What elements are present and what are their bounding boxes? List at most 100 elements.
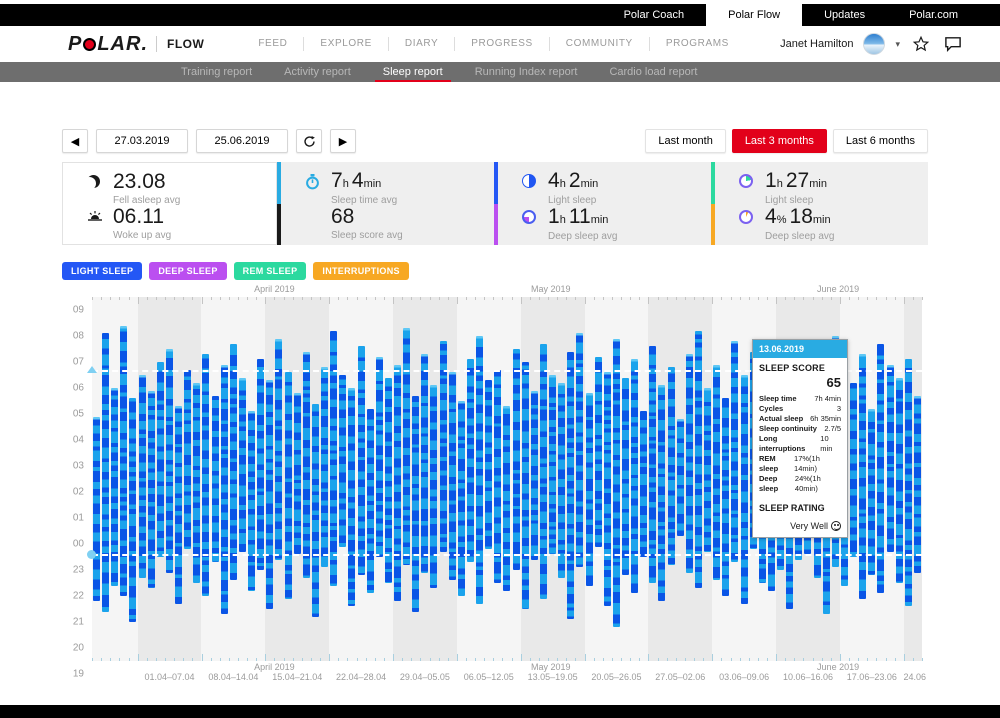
next-period-button[interactable]: ▶ <box>330 129 356 153</box>
nav-item-explore[interactable]: EXPLORE <box>303 37 387 51</box>
sleep-bar-day-46[interactable] <box>503 406 511 591</box>
sleep-bar-day-54[interactable] <box>576 333 584 568</box>
sleep-bar-day-21[interactable] <box>275 338 283 560</box>
sleep-bar-day-12[interactable] <box>193 382 201 583</box>
sleep-bar-day-30[interactable] <box>357 346 365 576</box>
nav-item-community[interactable]: COMMUNITY <box>548 37 649 51</box>
sleep-bar-day-62[interactable] <box>649 346 657 583</box>
sleep-bar-day-91[interactable] <box>913 395 921 573</box>
sleep-bar-day-40[interactable] <box>448 372 456 581</box>
tab-cardio-load-report[interactable]: Cardio load report <box>609 66 698 78</box>
sleep-bar-day-69[interactable] <box>713 364 721 581</box>
period-button-last-month[interactable]: Last month <box>645 129 726 153</box>
top-tab-polar-flow[interactable]: Polar Flow <box>706 4 803 26</box>
legend-chip-deep-sleep[interactable]: DEEP SLEEP <box>149 262 227 280</box>
sleep-bar-day-89[interactable] <box>895 377 903 583</box>
sleep-bar-day-49[interactable] <box>530 390 538 560</box>
sleep-bar-day-15[interactable] <box>220 364 228 615</box>
tab-sleep-report[interactable]: Sleep report <box>367 62 459 82</box>
sleep-bar-day-29[interactable] <box>348 388 356 607</box>
sleep-bar-day-8[interactable] <box>156 362 164 557</box>
sleep-bar-day-26[interactable] <box>321 367 329 568</box>
sleep-bar-day-32[interactable] <box>375 356 383 557</box>
sleep-bar-day-23[interactable] <box>293 393 301 555</box>
sleep-bar-day-64[interactable] <box>667 367 675 565</box>
sleep-bar-day-90[interactable] <box>904 359 912 607</box>
sleep-bar-day-72[interactable] <box>740 375 748 604</box>
sleep-bar-day-43[interactable] <box>476 336 484 604</box>
top-tab-polar-coach[interactable]: Polar Coach <box>623 9 685 21</box>
sleep-bar-day-67[interactable] <box>694 330 702 589</box>
sleep-bar-day-44[interactable] <box>485 380 493 550</box>
sleep-bar-day-61[interactable] <box>640 411 648 557</box>
sleep-bar-day-35[interactable] <box>403 328 411 565</box>
nav-item-feed[interactable]: FEED <box>258 38 288 49</box>
sleep-bar-day-11[interactable] <box>184 369 192 550</box>
sleep-bar-day-59[interactable] <box>622 377 629 576</box>
tab-training-report[interactable]: Training report <box>181 66 253 78</box>
sleep-bar-day-66[interactable] <box>685 354 693 573</box>
sleep-bar-day-1[interactable] <box>93 416 100 602</box>
sleep-bar-day-56[interactable] <box>594 356 602 547</box>
period-button-last-3-months[interactable]: Last 3 months <box>731 129 827 153</box>
sleep-bar-day-27[interactable] <box>330 330 338 586</box>
sleep-bar-day-52[interactable] <box>558 382 566 578</box>
sleep-bar-day-42[interactable] <box>466 359 474 563</box>
sleep-bar-day-68[interactable] <box>704 388 712 552</box>
sleep-bar-day-88[interactable] <box>886 364 894 552</box>
sleep-bar-day-28[interactable] <box>339 375 347 547</box>
sleep-bar-day-31[interactable] <box>366 408 374 594</box>
nav-item-progress[interactable]: PROGRESS <box>454 37 548 51</box>
tab-running-index-report[interactable]: Running Index report <box>474 66 578 78</box>
sleep-bar-day-18[interactable] <box>248 411 256 591</box>
avatar[interactable] <box>863 33 886 55</box>
prev-period-button[interactable]: ◀ <box>62 129 88 153</box>
sleep-bar-day-25[interactable] <box>311 403 319 617</box>
sleep-bar-day-57[interactable] <box>603 372 611 607</box>
sleep-bar-day-38[interactable] <box>430 385 438 589</box>
refresh-button[interactable] <box>296 129 322 153</box>
sleep-bar-day-50[interactable] <box>539 343 547 599</box>
sleep-bar-day-13[interactable] <box>202 354 210 596</box>
sleep-bar-day-22[interactable] <box>284 372 292 599</box>
favorite-star-button[interactable] <box>910 33 932 55</box>
sleep-bar-day-60[interactable] <box>631 359 639 594</box>
sleep-bar-day-58[interactable] <box>612 338 620 628</box>
sleep-bar-day-4[interactable] <box>120 325 128 596</box>
sleep-bar-day-86[interactable] <box>868 408 876 576</box>
legend-chip-interruptions[interactable]: INTERRUPTIONS <box>313 262 409 280</box>
sleep-bar-day-45[interactable] <box>494 369 502 583</box>
sleep-bar-day-55[interactable] <box>585 393 593 586</box>
sleep-bar-day-7[interactable] <box>147 390 155 589</box>
sleep-bar-day-87[interactable] <box>877 343 885 594</box>
sleep-bar-day-65[interactable] <box>676 419 684 537</box>
sleep-bar-day-19[interactable] <box>257 359 265 570</box>
sleep-bar-day-51[interactable] <box>549 375 557 555</box>
sleep-bar-day-70[interactable] <box>722 398 730 596</box>
sleep-bar-day-41[interactable] <box>457 401 465 596</box>
sleep-bar-day-20[interactable] <box>266 380 274 609</box>
period-button-last-6-months[interactable]: Last 6 months <box>832 129 928 153</box>
sleep-bar-day-85[interactable] <box>859 354 867 599</box>
sleep-bar-day-9[interactable] <box>165 349 173 573</box>
chat-button[interactable] <box>942 34 964 54</box>
sleep-bar-day-16[interactable] <box>229 343 237 581</box>
sleep-bar-day-53[interactable] <box>567 351 575 620</box>
sleep-bar-day-39[interactable] <box>439 341 447 552</box>
sleep-bar-day-84[interactable] <box>850 382 858 557</box>
sleep-bar-day-17[interactable] <box>238 377 246 552</box>
sleep-bar-day-33[interactable] <box>384 377 392 583</box>
sleep-bar-day-2[interactable] <box>102 333 110 612</box>
sleep-bar-day-14[interactable] <box>211 395 219 563</box>
tab-activity-report[interactable]: Activity report <box>284 66 351 78</box>
end-date-input[interactable] <box>196 129 288 153</box>
top-tab-updates[interactable]: Updates <box>824 9 866 21</box>
sleep-bar-day-6[interactable] <box>138 375 146 578</box>
sleep-bar-day-5[interactable] <box>129 398 137 622</box>
nav-item-programs[interactable]: PROGRAMS <box>648 37 745 51</box>
sleep-bar-day-24[interactable] <box>302 351 310 578</box>
sleep-bar-day-71[interactable] <box>731 341 739 563</box>
legend-chip-light-sleep[interactable]: LIGHT SLEEP <box>62 262 143 280</box>
sleep-bar-day-36[interactable] <box>412 395 420 612</box>
polar-logo[interactable]: P LAR. <box>68 33 148 56</box>
